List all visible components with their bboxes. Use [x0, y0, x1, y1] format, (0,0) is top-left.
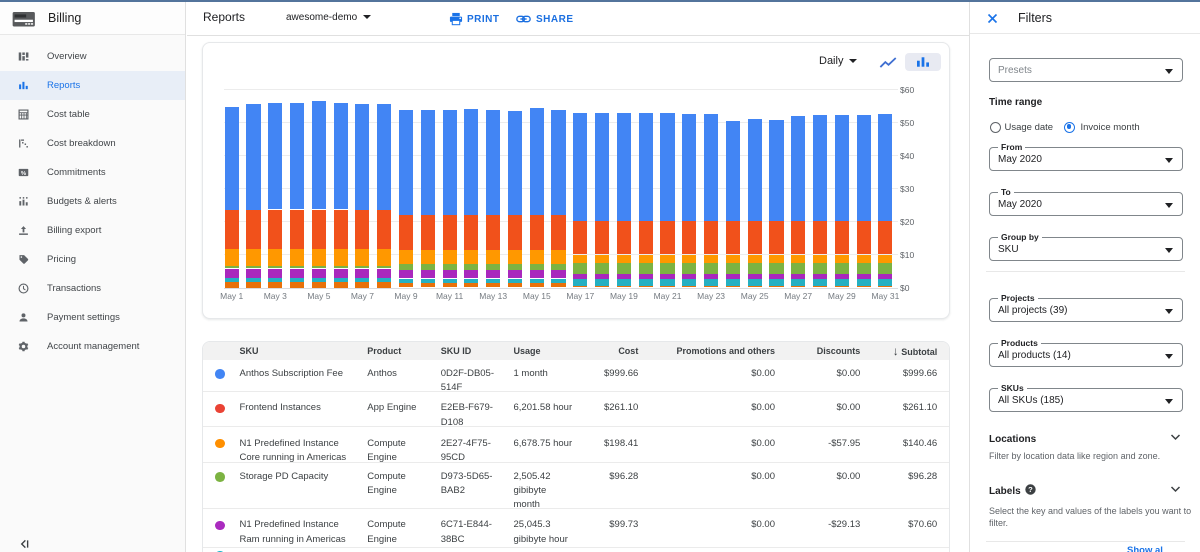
svg-text:?: ? [1028, 485, 1033, 494]
svg-text:%: % [20, 170, 26, 176]
